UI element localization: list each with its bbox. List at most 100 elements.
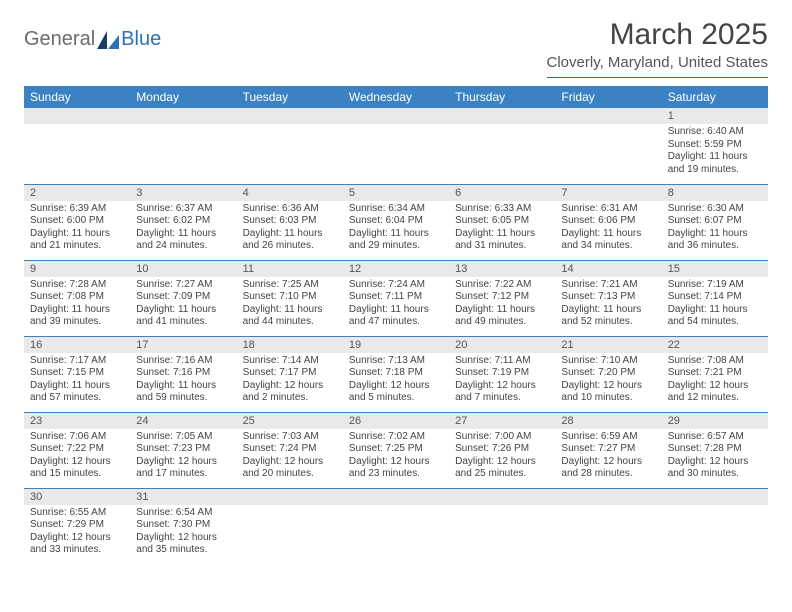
daylight-text: Daylight: 11 hours and 57 minutes. [30, 380, 124, 405]
sunset-text: Sunset: 6:04 PM [349, 215, 443, 228]
calendar-day-cell [449, 488, 555, 564]
calendar-day-cell: 28Sunrise: 6:59 AMSunset: 7:27 PMDayligh… [555, 412, 661, 488]
day-number: 15 [662, 261, 768, 277]
day-number: 22 [662, 337, 768, 353]
logo-text-general: General [24, 28, 95, 51]
day-header: Sunday [24, 86, 130, 108]
calendar-day-cell [130, 108, 236, 184]
calendar-day-cell: 22Sunrise: 7:08 AMSunset: 7:21 PMDayligh… [662, 336, 768, 412]
calendar-day-cell: 29Sunrise: 6:57 AMSunset: 7:28 PMDayligh… [662, 412, 768, 488]
sunset-text: Sunset: 7:21 PM [668, 367, 762, 380]
sunset-text: Sunset: 7:26 PM [455, 443, 549, 456]
day-number: 2 [24, 185, 130, 201]
sunset-text: Sunset: 7:27 PM [561, 443, 655, 456]
logo-text-blue: Blue [121, 28, 161, 51]
calendar-day-cell: 31Sunrise: 6:54 AMSunset: 7:30 PMDayligh… [130, 488, 236, 564]
calendar-day-cell: 4Sunrise: 6:36 AMSunset: 6:03 PMDaylight… [237, 184, 343, 260]
sunset-text: Sunset: 5:59 PM [668, 139, 762, 152]
sunrise-text: Sunrise: 6:36 AM [243, 203, 337, 216]
day-header: Friday [555, 86, 661, 108]
day-details: Sunrise: 7:25 AMSunset: 7:10 PMDaylight:… [237, 277, 343, 333]
daylight-text: Daylight: 12 hours and 5 minutes. [349, 380, 443, 405]
calendar-page: General Blue March 2025 Cloverly, Maryla… [0, 0, 792, 582]
sunrise-text: Sunrise: 6:33 AM [455, 203, 549, 216]
daylight-text: Daylight: 11 hours and 39 minutes. [30, 304, 124, 329]
calendar-day-cell: 15Sunrise: 7:19 AMSunset: 7:14 PMDayligh… [662, 260, 768, 336]
day-number: 17 [130, 337, 236, 353]
calendar-day-cell [555, 108, 661, 184]
sunrise-text: Sunrise: 7:19 AM [668, 279, 762, 292]
sunrise-text: Sunrise: 7:22 AM [455, 279, 549, 292]
sunset-text: Sunset: 7:25 PM [349, 443, 443, 456]
day-number: 7 [555, 185, 661, 201]
location-text: Cloverly, Maryland, United States [547, 54, 768, 78]
day-details: Sunrise: 6:54 AMSunset: 7:30 PMDaylight:… [130, 505, 236, 561]
sunrise-text: Sunrise: 6:34 AM [349, 203, 443, 216]
title-block: March 2025 Cloverly, Maryland, United St… [547, 18, 768, 78]
calendar-week-row: 23Sunrise: 7:06 AMSunset: 7:22 PMDayligh… [24, 412, 768, 488]
day-number: 10 [130, 261, 236, 277]
day-details: Sunrise: 6:33 AMSunset: 6:05 PMDaylight:… [449, 201, 555, 257]
day-header: Saturday [662, 86, 768, 108]
day-header: Wednesday [343, 86, 449, 108]
day-details: Sunrise: 7:14 AMSunset: 7:17 PMDaylight:… [237, 353, 343, 409]
sunrise-text: Sunrise: 7:02 AM [349, 431, 443, 444]
day-details: Sunrise: 7:03 AMSunset: 7:24 PMDaylight:… [237, 429, 343, 485]
day-details: Sunrise: 6:37 AMSunset: 6:02 PMDaylight:… [130, 201, 236, 257]
sunset-text: Sunset: 7:08 PM [30, 291, 124, 304]
calendar-week-row: 1Sunrise: 6:40 AMSunset: 5:59 PMDaylight… [24, 108, 768, 184]
daylight-text: Daylight: 12 hours and 33 minutes. [30, 532, 124, 557]
day-number: 9 [24, 261, 130, 277]
calendar-table: SundayMondayTuesdayWednesdayThursdayFrid… [24, 86, 768, 564]
daylight-text: Daylight: 12 hours and 20 minutes. [243, 456, 337, 481]
day-number: 18 [237, 337, 343, 353]
calendar-day-cell: 18Sunrise: 7:14 AMSunset: 7:17 PMDayligh… [237, 336, 343, 412]
sunrise-text: Sunrise: 7:25 AM [243, 279, 337, 292]
calendar-day-cell: 21Sunrise: 7:10 AMSunset: 7:20 PMDayligh… [555, 336, 661, 412]
day-number: 6 [449, 185, 555, 201]
calendar-day-cell: 1Sunrise: 6:40 AMSunset: 5:59 PMDaylight… [662, 108, 768, 184]
day-number: 25 [237, 413, 343, 429]
sunset-text: Sunset: 7:15 PM [30, 367, 124, 380]
day-details: Sunrise: 6:40 AMSunset: 5:59 PMDaylight:… [662, 124, 768, 180]
day-details: Sunrise: 6:34 AMSunset: 6:04 PMDaylight:… [343, 201, 449, 257]
day-number: 5 [343, 185, 449, 201]
sunset-text: Sunset: 7:22 PM [30, 443, 124, 456]
calendar-day-cell: 11Sunrise: 7:25 AMSunset: 7:10 PMDayligh… [237, 260, 343, 336]
sunrise-text: Sunrise: 6:57 AM [668, 431, 762, 444]
calendar-day-cell: 25Sunrise: 7:03 AMSunset: 7:24 PMDayligh… [237, 412, 343, 488]
day-number: 12 [343, 261, 449, 277]
day-number: 24 [130, 413, 236, 429]
daylight-text: Daylight: 11 hours and 52 minutes. [561, 304, 655, 329]
day-details: Sunrise: 7:06 AMSunset: 7:22 PMDaylight:… [24, 429, 130, 485]
sunset-text: Sunset: 7:30 PM [136, 519, 230, 532]
sunset-text: Sunset: 7:23 PM [136, 443, 230, 456]
sunset-text: Sunset: 7:19 PM [455, 367, 549, 380]
daylight-text: Daylight: 11 hours and 59 minutes. [136, 380, 230, 405]
day-number [130, 108, 236, 124]
day-details: Sunrise: 7:10 AMSunset: 7:20 PMDaylight:… [555, 353, 661, 409]
day-header: Thursday [449, 86, 555, 108]
calendar-day-cell [237, 488, 343, 564]
calendar-day-cell [662, 488, 768, 564]
sunrise-text: Sunrise: 7:17 AM [30, 355, 124, 368]
sunset-text: Sunset: 7:09 PM [136, 291, 230, 304]
day-number: 13 [449, 261, 555, 277]
day-number: 27 [449, 413, 555, 429]
month-title: March 2025 [547, 18, 768, 52]
calendar-day-cell: 30Sunrise: 6:55 AMSunset: 7:29 PMDayligh… [24, 488, 130, 564]
daylight-text: Daylight: 11 hours and 34 minutes. [561, 228, 655, 253]
day-details: Sunrise: 6:55 AMSunset: 7:29 PMDaylight:… [24, 505, 130, 561]
daylight-text: Daylight: 11 hours and 49 minutes. [455, 304, 549, 329]
day-details: Sunrise: 7:16 AMSunset: 7:16 PMDaylight:… [130, 353, 236, 409]
day-number [555, 108, 661, 124]
logo: General Blue [24, 28, 161, 51]
calendar-day-cell: 9Sunrise: 7:28 AMSunset: 7:08 PMDaylight… [24, 260, 130, 336]
day-number: 14 [555, 261, 661, 277]
day-details: Sunrise: 6:39 AMSunset: 6:00 PMDaylight:… [24, 201, 130, 257]
day-header: Monday [130, 86, 236, 108]
day-details: Sunrise: 7:19 AMSunset: 7:14 PMDaylight:… [662, 277, 768, 333]
sunrise-text: Sunrise: 6:40 AM [668, 126, 762, 139]
sunrise-text: Sunrise: 7:05 AM [136, 431, 230, 444]
daylight-text: Daylight: 12 hours and 28 minutes. [561, 456, 655, 481]
